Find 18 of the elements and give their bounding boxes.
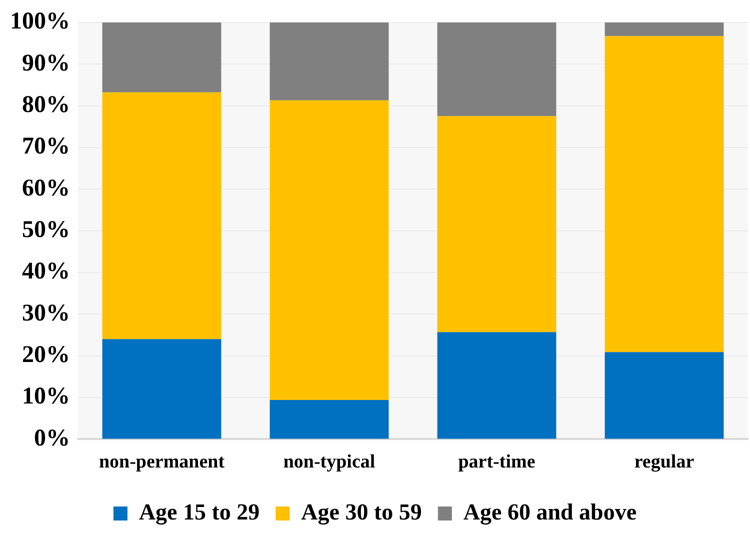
y-tick-label: 30% xyxy=(22,300,70,326)
y-tick-label: 100% xyxy=(10,8,70,35)
legend-label: Age 30 to 59 xyxy=(301,499,422,526)
y-tick-label: 80% xyxy=(22,92,70,118)
legend-label: Age 60 and above xyxy=(463,499,637,526)
y-tick-label: 20% xyxy=(22,342,70,368)
x-tick-label: regular xyxy=(634,452,695,473)
legend-label: Age 15 to 29 xyxy=(138,499,260,526)
y-tick-label: 90% xyxy=(22,50,70,76)
y-tick-label: 60% xyxy=(22,175,70,202)
y-tick-label: 10% xyxy=(22,384,70,410)
x-tick-label: non-permanent xyxy=(98,452,226,473)
y-tick-label: 70% xyxy=(22,134,70,160)
y-tick-label: 0% xyxy=(34,425,70,452)
x-tick-label: part-time xyxy=(458,452,536,473)
y-tick-label: 50% xyxy=(22,217,70,244)
y-tick-label: 40% xyxy=(22,258,70,285)
x-tick-label: non-typical xyxy=(283,452,376,473)
